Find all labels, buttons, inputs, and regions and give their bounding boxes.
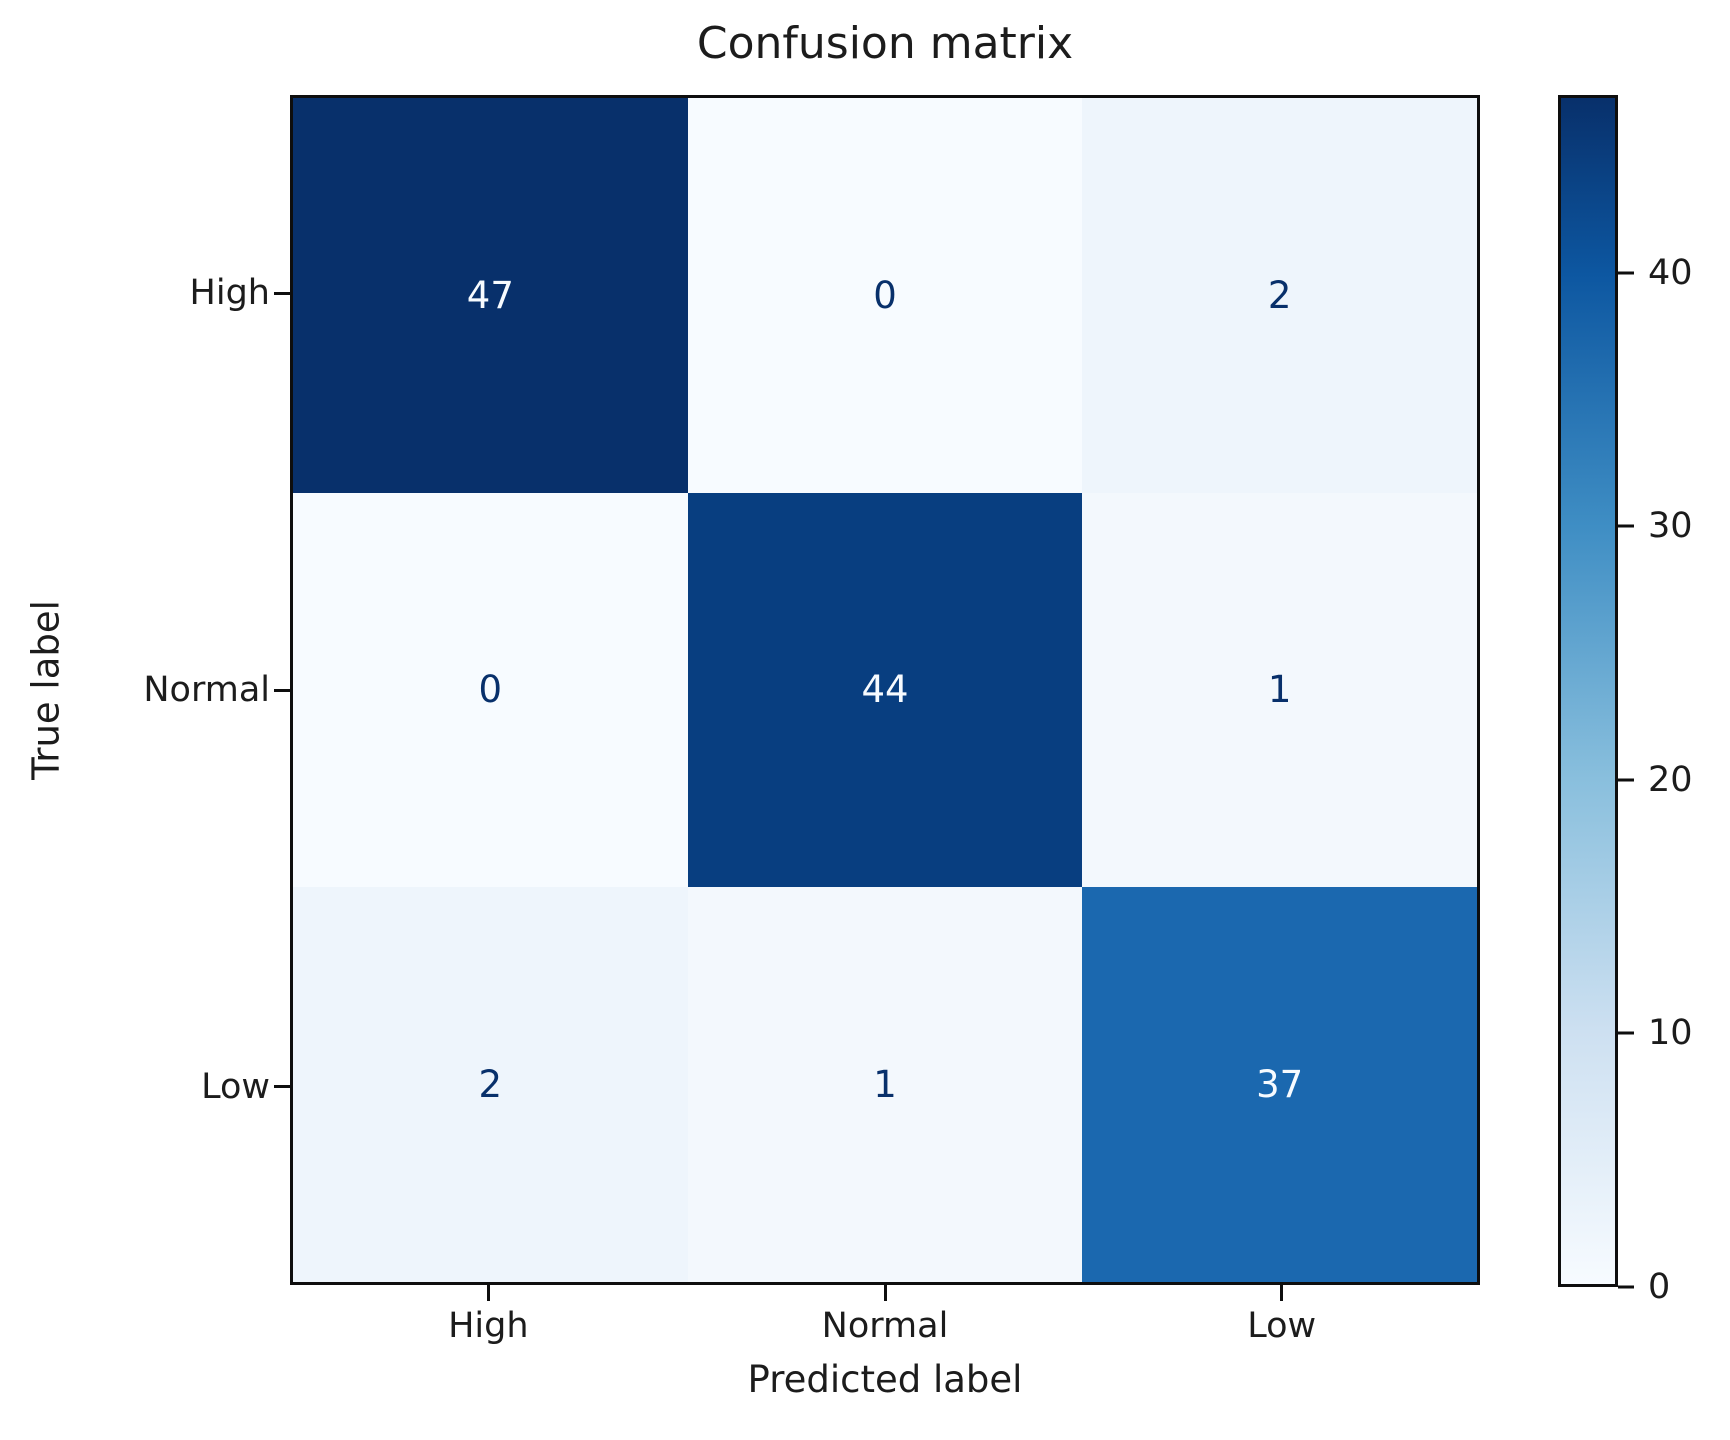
cell-value: 0 xyxy=(478,668,503,712)
cell-value: 37 xyxy=(1256,1063,1304,1107)
matrix-cell: 2 xyxy=(293,887,688,1282)
cell-value: 2 xyxy=(1267,273,1292,317)
x-axis-label: Predicted label xyxy=(747,1358,1023,1401)
colorbar-tick-mark xyxy=(1618,271,1634,275)
cell-value: 0 xyxy=(873,273,897,317)
y-tick-mark xyxy=(274,688,290,692)
cell-value: 44 xyxy=(861,668,909,712)
y-tick-mark xyxy=(274,1085,290,1089)
colorbar-tick-label: 0 xyxy=(1648,1267,1671,1307)
colorbar-tick-label: 40 xyxy=(1648,252,1693,293)
matrix-cell: 0 xyxy=(687,98,1083,493)
matrix-cell: 0 xyxy=(293,492,688,888)
y-tick-label: Low xyxy=(201,1066,270,1107)
colorbar-tick-mark xyxy=(1618,1031,1634,1035)
colorbar-tick-label: 10 xyxy=(1648,1013,1693,1054)
x-tick-mark xyxy=(1280,1285,1284,1301)
x-tick-label: Normal xyxy=(821,1306,949,1346)
x-tick-mark xyxy=(883,1285,887,1301)
x-tick-label: Low xyxy=(1247,1306,1317,1346)
colorbar-tick-label: 30 xyxy=(1648,506,1693,547)
chart-title: Confusion matrix xyxy=(696,18,1074,69)
matrix-cell: 37 xyxy=(1082,887,1477,1282)
heatmap-plot-area: 47 0 2 0 44 1 2 1 37 xyxy=(290,95,1480,1285)
colorbar-tick-label: 20 xyxy=(1648,759,1693,800)
matrix-cell: 1 xyxy=(1082,492,1477,888)
y-axis-label: True label xyxy=(24,600,68,780)
x-tick-mark xyxy=(486,1285,490,1301)
y-tick-label: High xyxy=(189,273,270,314)
colorbar-tick-mark xyxy=(1618,524,1634,528)
matrix-cell: 47 xyxy=(293,98,688,493)
cell-value: 47 xyxy=(466,273,514,317)
colorbar-tick-mark xyxy=(1618,1285,1634,1289)
cell-value: 2 xyxy=(478,1063,503,1107)
y-tick-label: Normal xyxy=(143,670,270,710)
colorbar xyxy=(1558,95,1618,1287)
colorbar-tick-mark xyxy=(1618,778,1634,782)
matrix-cell: 2 xyxy=(1082,98,1477,493)
y-tick-mark xyxy=(274,291,290,295)
cell-value: 1 xyxy=(1267,668,1292,712)
x-tick-label: High xyxy=(448,1306,529,1346)
matrix-cell: 44 xyxy=(687,492,1083,888)
matrix-cell: 1 xyxy=(687,887,1083,1282)
cell-value: 1 xyxy=(873,1063,897,1107)
matrix-grid: 47 0 2 0 44 1 2 1 37 xyxy=(293,98,1477,1282)
